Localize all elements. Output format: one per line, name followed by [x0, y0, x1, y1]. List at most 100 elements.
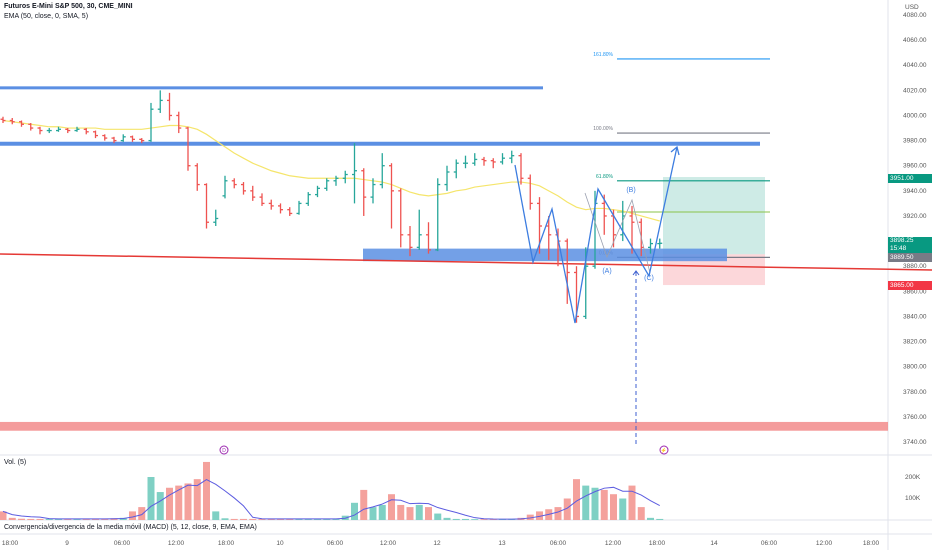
ohlc-bar	[65, 128, 71, 134]
volume-bar	[600, 489, 608, 520]
ohlc-bar	[352, 143, 357, 204]
event-circle	[659, 445, 669, 455]
price-tick: 4020.00	[903, 87, 927, 94]
volume-bar	[443, 517, 451, 520]
wave-label: (C)	[644, 275, 654, 282]
volume-legend[interactable]: Vol. (5)	[4, 459, 27, 466]
last-price-tag: 3898.25 15:48	[888, 237, 932, 253]
dividend-icon[interactable]: D	[219, 445, 229, 455]
price-tick: 3800.00	[903, 364, 927, 371]
volume-bar	[452, 518, 460, 520]
ohlc-bar	[472, 153, 478, 166]
ohlc-bar	[148, 102, 154, 142]
ohlc-bar	[398, 188, 404, 248]
ohlc-bar	[379, 153, 385, 189]
time-tick: 14	[710, 540, 718, 547]
volume-bar	[647, 517, 654, 520]
ohlc-bar	[564, 238, 570, 304]
resistance-line-upper	[0, 86, 543, 90]
ohlc-bar	[83, 128, 89, 135]
volume-bar	[64, 518, 72, 520]
ohlc-bar	[278, 203, 283, 214]
fib-level-label: 61.80%	[596, 174, 614, 180]
volume-bar	[628, 485, 636, 520]
symbol-title: Futuros E-Mini S&P 500, 30, CME_MINI	[4, 3, 133, 10]
wave-label: (B)	[626, 187, 635, 194]
volume-bar	[212, 511, 220, 520]
ohlc-bar	[176, 111, 182, 134]
volume-bar	[295, 518, 303, 520]
ema-line	[2, 119, 660, 222]
volume-bar	[360, 489, 368, 520]
volume-bar	[82, 518, 90, 520]
price-tick: 3920.00	[903, 213, 927, 220]
ohlc-bar	[130, 135, 135, 142]
volume-bar	[397, 504, 405, 520]
arrow-head-icon	[670, 145, 680, 156]
ohlc-bar	[204, 183, 209, 229]
ohlc-bar	[305, 192, 311, 206]
ohlc-bar	[231, 178, 237, 189]
time-tick: 18:00	[218, 540, 235, 547]
ohlc-bar	[74, 126, 80, 132]
ohlc-bar	[500, 153, 505, 165]
volume-bar	[619, 498, 627, 520]
volume-bar	[656, 518, 664, 520]
ohlc-bar	[648, 238, 653, 254]
time-tick: 12:00	[605, 540, 622, 547]
ohlc-bar	[268, 199, 274, 210]
volume-bar	[267, 518, 275, 520]
volume-bar	[175, 485, 183, 520]
volume-bar	[563, 498, 571, 520]
volume-bar	[378, 504, 386, 520]
time-tick: 12:00	[816, 540, 833, 547]
volume-bar	[8, 517, 16, 520]
volume-bar	[304, 518, 312, 520]
ohlc-bar	[518, 153, 524, 185]
fib-level-label: 161.80%	[593, 52, 613, 58]
fib-level-label: 100.00%	[593, 126, 613, 132]
volume-bar	[92, 518, 99, 520]
ohlc-bar	[56, 126, 61, 132]
flash-icon[interactable]: ⚡	[659, 445, 669, 455]
volume-bar	[462, 518, 469, 520]
ohlc-bar	[259, 193, 265, 206]
volume-bar	[277, 518, 284, 520]
volume-bar	[591, 487, 599, 520]
ohlc-bar	[222, 175, 228, 199]
price-tick: 4040.00	[903, 62, 927, 69]
price-tick: 4080.00	[903, 12, 927, 19]
ohlc-bar	[9, 117, 15, 125]
volume-bar	[388, 494, 395, 520]
volume-bar	[434, 513, 442, 520]
ohlc-bar	[601, 194, 607, 235]
last-price-value: 3898.25	[890, 237, 914, 244]
ohlc-bar	[509, 150, 515, 164]
ohlc-bar	[241, 182, 246, 195]
ema-legend[interactable]: EMA (50, close, 0, SMA, 5)	[4, 13, 89, 20]
ohlc-bar	[389, 163, 394, 229]
ohlc-bar	[657, 238, 663, 249]
price-tick: 3740.00	[903, 439, 927, 446]
time-tick: 18:00	[649, 540, 666, 547]
volume-bar	[425, 507, 432, 520]
event-circle	[219, 445, 229, 455]
ohlc-bar	[296, 200, 302, 215]
abc-correction-path	[584, 192, 651, 274]
price-tick: 3960.00	[903, 163, 927, 170]
event-glyph: ⚡	[661, 447, 667, 454]
macd-legend[interactable]: Convergencia/divergencia de la media móv…	[4, 524, 257, 531]
ohlc-bar	[120, 134, 126, 142]
ohlc-bar	[342, 170, 348, 184]
price-tick: 3760.00	[903, 414, 927, 421]
ohlc-bar	[213, 209, 219, 227]
bar-countdown: 15:48	[890, 245, 907, 252]
volume-bar	[0, 511, 7, 520]
ohlc-bar	[93, 130, 98, 139]
ohlc-bar	[37, 126, 43, 135]
volume-bar	[129, 511, 136, 520]
resistance-zone-lower	[0, 421, 888, 431]
ohlc-bar	[546, 215, 552, 260]
